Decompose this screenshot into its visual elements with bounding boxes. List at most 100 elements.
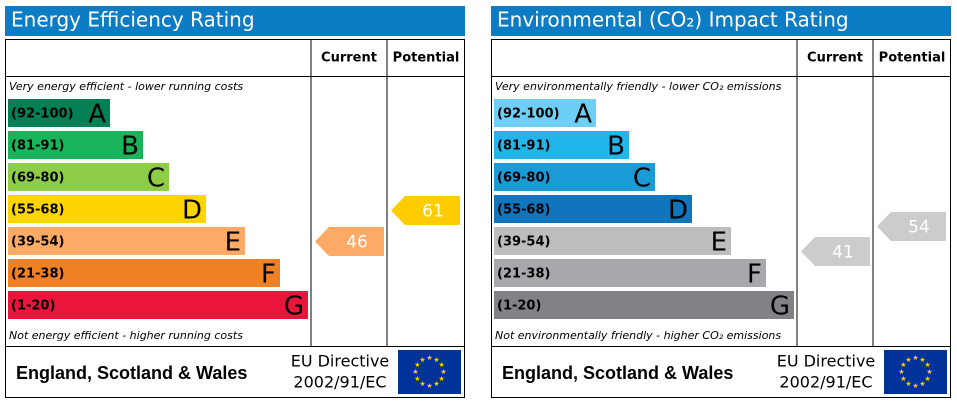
band-range: (1-20) [11,299,55,314]
band [8,259,280,287]
bottom-note: Not energy efficient - higher running co… [9,329,243,342]
band-letter: D [182,196,202,226]
frame [491,39,951,398]
band-letter: D [668,196,688,226]
flag-star: ★ [898,368,904,376]
band-letter: C [147,164,165,194]
band [494,163,655,191]
directive: EU Directive [777,352,876,371]
flag-star: ★ [419,356,425,364]
top-note: Very environmentally friendly - lower CO… [495,80,782,93]
rating-panel: Environmental (CO₂) Impact Rating Current… [491,6,951,398]
footer-region: England, Scotland & Wales [16,363,247,383]
flag-star: ★ [900,375,906,383]
column-header: Current [807,51,863,66]
directive: 2002/91/EC [779,373,872,392]
band-letter: F [261,260,276,290]
current-arrow [315,227,384,256]
flag-star: ★ [924,375,930,383]
band-range: (92-100) [11,107,74,122]
band-letter: A [574,100,592,130]
flag-star: ★ [912,354,918,362]
potential-rating: 54 [908,218,930,238]
band-range: (1-20) [497,299,541,314]
band-range: (39-54) [11,235,64,250]
band [494,99,596,127]
band-letter: G [284,292,304,322]
current-rating: 46 [346,233,368,253]
rating-panel: Energy Efficiency Rating Current Potential… [5,6,465,398]
band-range: (81-91) [11,139,64,154]
title-bar [5,6,465,36]
band [8,163,169,191]
panel-title: Environmental (CO₂) Impact Rating [497,8,849,32]
flag-star: ★ [414,375,420,383]
title-bar [491,6,951,36]
flag-star: ★ [426,382,432,390]
band-range: (55-68) [11,203,64,218]
band [494,259,766,287]
band-letter: F [747,260,762,290]
band-letter: A [88,100,106,130]
band [494,291,794,319]
band-range: (21-38) [11,267,64,282]
current-arrow [801,237,870,266]
potential-rating: 61 [422,202,444,222]
flag-star: ★ [426,354,432,362]
band-letter: B [121,132,139,162]
potential-arrow [877,212,946,241]
eu-flag [884,350,947,394]
eu-flag [398,350,461,394]
footer-region: England, Scotland & Wales [502,363,733,383]
band-letter: C [633,164,651,194]
flag-star: ★ [919,380,925,388]
flag-star: ★ [440,368,446,376]
flag-star: ★ [419,380,425,388]
flag-star: ★ [433,356,439,364]
band [8,99,110,127]
band [8,131,143,159]
band [8,227,245,255]
band-letter: E [225,228,241,258]
flag-star: ★ [926,368,932,376]
band [494,195,692,223]
top-note: Very energy efficient - lower running co… [9,80,243,93]
band-range: (69-80) [497,171,550,186]
flag-star: ★ [438,361,444,369]
flag-star: ★ [438,375,444,383]
band-range: (69-80) [11,171,64,186]
flag-star: ★ [924,361,930,369]
band-letter: B [607,132,625,162]
band-range: (55-68) [497,203,550,218]
band-range: (92-100) [497,107,560,122]
potential-arrow [391,196,460,225]
flag-star: ★ [412,368,418,376]
band [494,131,629,159]
frame [5,39,465,398]
panel-title: Energy Efficiency Rating [11,8,255,32]
flag-star: ★ [912,382,918,390]
band-range: (81-91) [497,139,550,154]
band [8,195,206,223]
flag-star: ★ [919,356,925,364]
directive: 2002/91/EC [293,373,386,392]
flag-star: ★ [433,380,439,388]
band [8,291,308,319]
flag-star: ★ [905,380,911,388]
flag-star: ★ [905,356,911,364]
flag-star: ★ [900,361,906,369]
band-range: (21-38) [497,267,550,282]
band [494,227,731,255]
band-letter: E [711,228,727,258]
band-letter: G [770,292,790,322]
current-rating: 41 [832,243,854,263]
bottom-note: Not environmentally friendly - higher CO… [495,329,781,342]
column-header: Potential [879,51,946,66]
column-header: Current [321,51,377,66]
directive: EU Directive [291,352,390,371]
column-header: Potential [393,51,460,66]
flag-star: ★ [414,361,420,369]
band-range: (39-54) [497,235,550,250]
